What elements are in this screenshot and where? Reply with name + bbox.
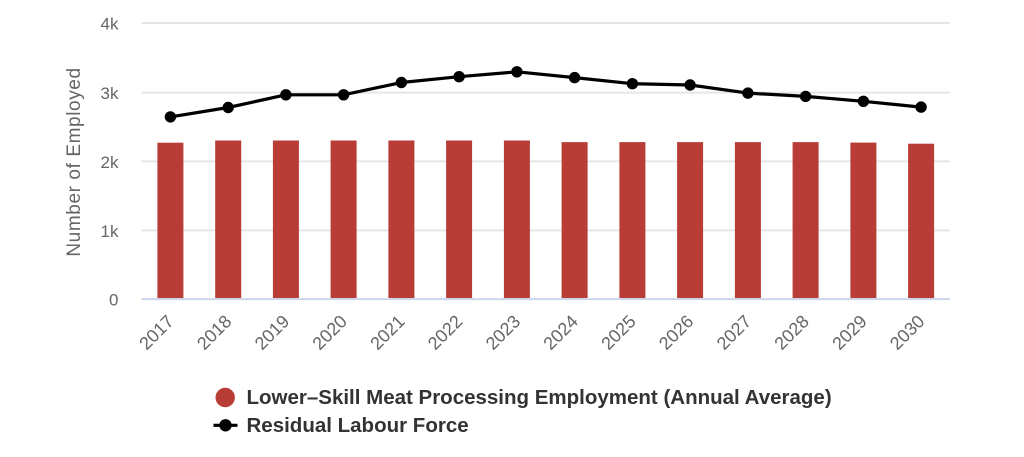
svg-text:Number of Employed: Number of Employed xyxy=(64,67,85,256)
svg-text:3k: 3k xyxy=(101,84,119,103)
svg-text:2k: 2k xyxy=(101,153,119,172)
svg-text:1k: 1k xyxy=(101,222,119,241)
svg-text:4k: 4k xyxy=(101,14,119,33)
svg-text:0: 0 xyxy=(109,291,118,310)
svg-text:Lower–Skill Meat Processing Em: Lower–Skill Meat Processing Employment (… xyxy=(247,386,832,409)
svg-text:Residual Labour Force: Residual Labour Force xyxy=(247,414,469,437)
